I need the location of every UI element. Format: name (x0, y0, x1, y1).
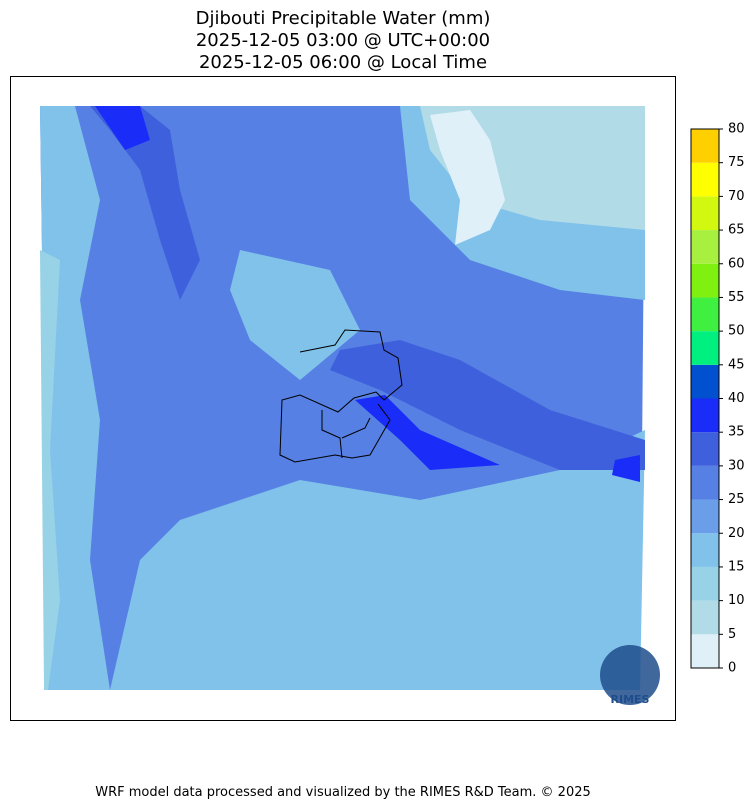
colorbar-segment (691, 634, 719, 668)
colorbar-segment (691, 398, 719, 433)
colorbar-tick-label: 25 (728, 492, 745, 507)
colorbar-tick-label: 60 (728, 256, 745, 271)
colorbar-segment (691, 263, 719, 298)
colorbar-segment (691, 162, 719, 197)
colorbar-tick-label: 5 (728, 627, 736, 642)
title-line: Djibouti Precipitable Water (mm) (196, 8, 491, 29)
colorbar-tick-label: 50 (728, 324, 745, 339)
colorbar-tick-label: 75 (728, 155, 745, 170)
colorbar-tick-label: 20 (728, 526, 745, 541)
colorbar-tick-label: 65 (728, 223, 745, 238)
colorbar-segment (691, 129, 719, 163)
colorbar-tick-label: 45 (728, 357, 745, 372)
footer: WRF model data processed and visualized … (95, 785, 591, 800)
logo-text: RIMES (611, 693, 650, 706)
colorbar-segment (691, 297, 719, 332)
colorbar: 0 5 10 15 20 25 30 35 40 45 50 55 60 65 70 75 80 (690, 122, 745, 676)
colorbar-segment (691, 331, 719, 365)
colorbar-tick-label: 35 (728, 425, 745, 440)
colorbar-tick-label: 55 (728, 290, 745, 305)
colorbar-tick-label: 80 (728, 122, 745, 137)
colorbar-segment (691, 364, 719, 399)
map: RIMES (40, 106, 660, 706)
colorbar-segment (691, 499, 719, 534)
colorbar-tick-label: 10 (728, 593, 745, 608)
colorbar-tick-label: 15 (728, 559, 745, 574)
colorbar-tick-label: 40 (728, 391, 745, 406)
title-line: 2025-12-05 06:00 @ Local Time (199, 52, 487, 73)
colorbar-segment (691, 432, 719, 466)
colorbar-segment (691, 566, 719, 601)
colorbar-segment (691, 533, 719, 567)
colorbar-segment (691, 465, 719, 500)
colorbar-tick-label: 70 (728, 189, 745, 204)
colorbar-tick-label: 30 (728, 458, 745, 473)
colorbar-tick-label: 0 (728, 661, 736, 676)
colorbar-segment (691, 600, 719, 635)
colorbar-segment (691, 196, 719, 231)
map-frame (10, 76, 676, 721)
title-line: 2025-12-05 03:00 @ UTC+00:00 (196, 30, 490, 51)
colorbar-segment (691, 230, 719, 264)
